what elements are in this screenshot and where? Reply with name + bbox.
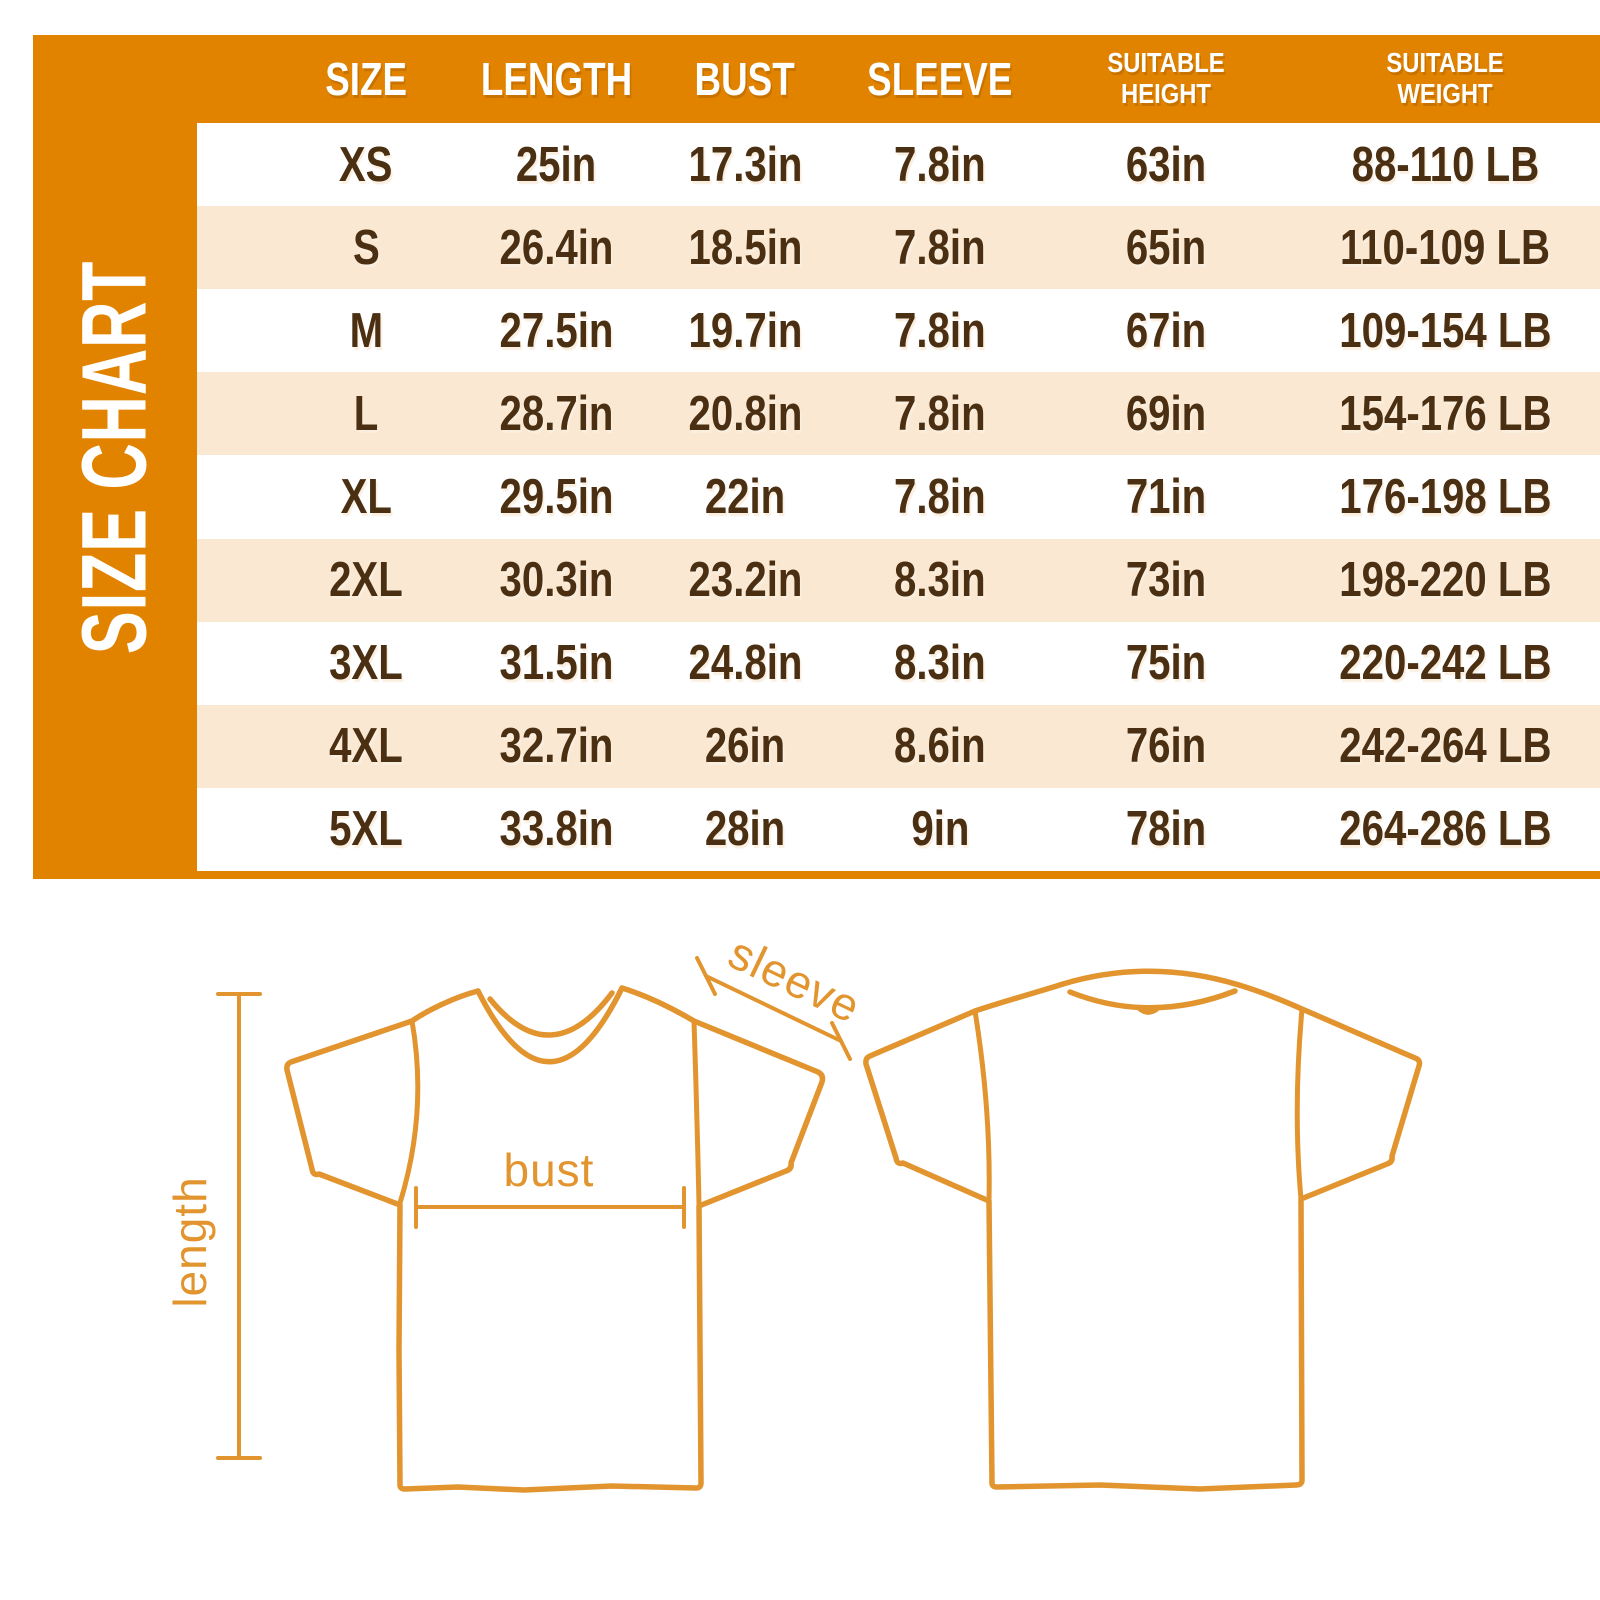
cell-weight: 109-154 LB [1338,303,1552,358]
table-row: 4XL 32.7in 26in 8.6in 76in 242-264 LB [197,704,1600,788]
cell-length: 31.5in [499,636,614,691]
table-row: L 28.7in 20.8in 7.8in 69in 154-176 LB [197,372,1600,456]
column-header-bust: BUST [694,53,796,105]
cell-height: 65in [1125,220,1207,275]
cell-size: XL [340,469,392,524]
cell-bust: 22in [704,469,786,524]
cell-height: 75in [1125,636,1207,691]
table-row: 2XL 30.3in 23.2in 8.3in 73in 198-220 LB [197,538,1600,622]
bust-label: bust [504,1144,595,1196]
diagram-svg: length bust sleeve [164,926,1423,1493]
cell-size: XS [339,137,393,192]
table-row: XL 29.5in 22in 7.8in 71in 176-198 LB [197,455,1600,539]
cell-length: 32.7in [499,719,614,774]
column-header-sleeve: SLEEVE [867,53,1013,105]
column-header-length: LENGTH [480,53,633,105]
table-row: M 27.5in 19.7in 7.8in 67in 109-154 LB [197,289,1600,373]
front-tshirt-collar [475,985,625,1065]
cell-height: 69in [1125,386,1207,441]
size-chart-sidebar: SIZE CHART [33,35,197,879]
cell-sleeve: 7.8in [894,469,986,524]
cell-bust: 23.2in [688,553,802,608]
cell-sleeve: 7.8in [894,220,986,275]
cell-weight: 154-176 LB [1338,386,1552,441]
size-chart-title: SIZE CHART [63,260,166,654]
cell-weight: 176-198 LB [1338,469,1552,524]
cell-height: 71in [1125,469,1207,524]
cell-sleeve: 8.3in [894,636,986,691]
cell-weight: 88-110 LB [1351,137,1539,192]
cell-length: 30.3in [499,553,614,608]
cell-size: L [353,386,379,441]
cell-size: S [352,220,380,275]
column-header-suitable-weight: SUITABLE WEIGHT [1386,47,1504,109]
cell-bust: 28in [704,802,786,857]
cell-height: 76in [1125,719,1207,774]
cell-sleeve: 7.8in [894,386,986,441]
cell-height: 78in [1125,802,1207,857]
cell-sleeve: 9in [910,802,970,857]
front-tshirt-outline [284,985,826,1493]
cell-height: 63in [1125,137,1207,192]
back-tshirt-outline [863,981,1423,1492]
cell-height: 67in [1125,303,1207,358]
cell-size: 5XL [329,802,403,857]
cell-sleeve: 8.6in [894,719,986,774]
cell-length: 33.8in [499,802,614,857]
cell-sleeve: 7.8in [894,137,986,192]
cell-weight: 198-220 LB [1338,553,1552,608]
sleeve-dimension-line [695,956,852,1061]
cell-size: 4XL [329,719,403,774]
column-header-suitable-height: SUITABLE HEIGHT [1107,47,1225,109]
cell-length: 28.7in [499,386,614,441]
table-row: XS 25in 17.3in 7.8in 63in 88-110 LB [197,123,1600,207]
cell-bust: 17.3in [688,137,802,192]
cell-sleeve: 7.8in [894,303,986,358]
column-header-size: SIZE [325,53,407,105]
length-label: length [164,1176,216,1307]
cell-sleeve: 8.3in [894,553,986,608]
table-row: S 26.4in 18.5in 7.8in 65in 110-109 LB [197,206,1600,290]
length-dimension-line [216,992,262,1460]
cell-height: 73in [1125,553,1207,608]
cell-length: 27.5in [499,303,614,358]
table-row: 5XL 33.8in 28in 9in 78in 264-286 LB [197,787,1600,871]
cell-size: M [349,303,383,358]
front-tshirt-seams [397,1018,702,1207]
tshirt-measurement-diagram: length bust sleeve [0,880,1600,1600]
table-row: 3XL 31.5in 24.8in 8.3in 75in 220-242 LB [197,621,1600,705]
cell-weight: 242-264 LB [1338,719,1552,774]
cell-bust: 19.7in [688,303,802,358]
cell-weight: 220-242 LB [1338,636,1552,691]
cell-length: 25in [516,137,597,192]
size-chart-table: SIZE CHART SIZE LENGTH BUST SLEEVE SUITA… [33,35,1600,879]
table-body: XS 25in 17.3in 7.8in 63in 88-110 LB S 26… [197,123,1600,871]
bust-dimension-line [414,1186,686,1229]
back-tshirt-collar [1060,968,1242,1015]
cell-length: 26.4in [499,220,614,275]
back-tshirt-seams [972,1006,1305,1204]
cell-bust: 24.8in [688,636,802,691]
cell-weight: 110-109 LB [1340,220,1550,275]
cell-bust: 26in [704,719,786,774]
cell-bust: 18.5in [688,220,802,275]
cell-length: 29.5in [499,469,614,524]
cell-weight: 264-286 LB [1338,802,1552,857]
cell-bust: 20.8in [688,386,802,441]
table-header-row: SIZE LENGTH BUST SLEEVE SUITABLE HEIGHT … [197,35,1600,123]
cell-size: 3XL [329,636,403,691]
cell-size: 2XL [329,553,403,608]
